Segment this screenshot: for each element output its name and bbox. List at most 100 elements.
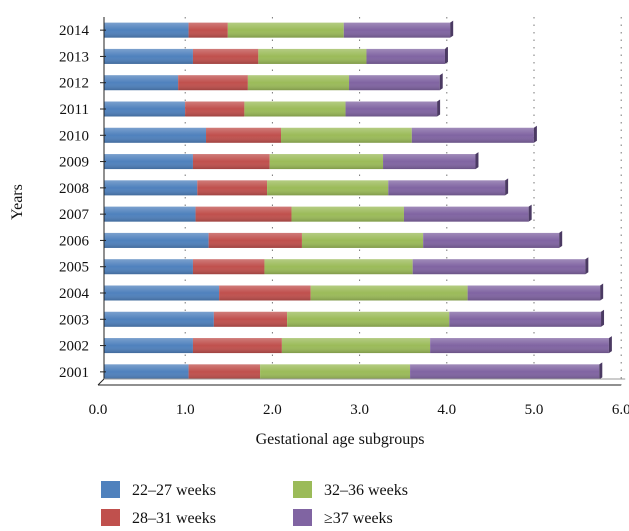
x-tick-label-6: 6.0: [612, 402, 629, 418]
bar-shade-2005-s2: [264, 259, 413, 275]
bar-shade-2005-s1: [192, 259, 265, 275]
bar-shade-2011-s1: [185, 101, 245, 117]
y-tick-label-2011: 2011: [60, 102, 89, 118]
bar-shade-2012-s1: [178, 75, 248, 91]
bar-shade-2006-s2: [301, 232, 424, 248]
bar-shade-2007-s3: [403, 206, 529, 222]
bar-shade-2009-s3: [383, 154, 476, 170]
x-tick-label-2: 2.0: [263, 402, 282, 418]
bar-end-2006: [559, 230, 563, 248]
bar-shade-2010-s3: [411, 127, 534, 143]
bar-shade-2013-s0: [104, 48, 193, 64]
y-tick-label-2012: 2012: [59, 76, 89, 92]
bar-shade-2003-s1: [213, 311, 288, 327]
bar-shade-2006-s1: [208, 232, 302, 248]
legend-label-1: 28–31 weeks: [132, 510, 216, 527]
bar-shade-2014-s1: [188, 22, 228, 38]
y-tick-label-2009: 2009: [59, 155, 89, 171]
bar-shade-2007-s2: [291, 206, 404, 222]
bar-shade-2011-s0: [104, 101, 186, 117]
bar-shade-2009-s1: [192, 154, 270, 170]
bar-shade-2007-s0: [104, 206, 196, 222]
bar-shade-2001-s0: [104, 364, 189, 380]
bar-end-2012: [439, 73, 443, 91]
bar-shade-2012-s3: [349, 75, 440, 91]
bar-shade-2010-s2: [281, 127, 412, 143]
x-tick-labels: 0.0 1.0 2.0 3.0 4.0 5.0 6.0: [89, 402, 629, 418]
bar-end-2014: [450, 20, 454, 38]
bar-shade-2010-s1: [206, 127, 282, 143]
y-tick-label-2004: 2004: [59, 286, 90, 302]
bar-shade-2003-s0: [104, 311, 214, 327]
bar-shade-2005-s3: [412, 259, 586, 275]
y-tick-label-2005: 2005: [59, 260, 89, 276]
y-tick-label-2007: 2007: [59, 207, 90, 223]
x-axis-title: Gestational age subgroups: [256, 431, 425, 448]
bar-shade-2011-s3: [345, 101, 438, 117]
bar-shade-2008-s3: [388, 180, 506, 196]
bar-end-2003: [601, 309, 605, 327]
bar-end-2013: [444, 46, 448, 64]
x-tick-label-3: 3.0: [350, 402, 369, 418]
y-tick-label-2008: 2008: [59, 181, 89, 197]
bar-shade-2001-s1: [188, 364, 261, 380]
bar-end-2008: [505, 178, 509, 196]
y-tick-labels: 2014 2013 2012 2011 2010 2009 2008 2007 2006 2005…: [59, 23, 106, 381]
bar-shade-2004-s3: [467, 285, 601, 301]
legend-label-2: 32–36 weeks: [324, 482, 408, 499]
y-tick-label-2001: 2001: [59, 365, 89, 381]
y-tick-label-2006: 2006: [59, 233, 90, 249]
bar-shade-2013-s1: [192, 48, 259, 64]
x-tick-label-5: 5.0: [525, 402, 544, 418]
bar-shade-2009-s2: [269, 154, 384, 170]
bar-shade-2001-s2: [260, 364, 411, 380]
x-tick-label-1: 1.0: [176, 402, 195, 418]
bar-shade-2008-s0: [104, 180, 198, 196]
bar-shade-2004-s0: [104, 285, 220, 301]
bar-end-2007: [528, 204, 532, 222]
y-tick-label-2013: 2013: [59, 49, 89, 65]
bar-shade-2007-s1: [195, 206, 292, 222]
legend-swatch-2: [293, 481, 312, 498]
bar-shade-2002-s2: [281, 338, 431, 354]
bar-shade-2009-s0: [104, 154, 193, 170]
legend-label-0: 22–27 weeks: [132, 482, 216, 499]
legend: 22–27 weeks 28–31 weeks 32–36 weeks ≥37 wee…: [101, 481, 408, 527]
bar-shade-2002-s0: [104, 338, 193, 354]
bar-shade-2002-s1: [192, 338, 282, 354]
bar-shade-2013-s3: [366, 48, 445, 64]
bar-shade-2008-s1: [197, 180, 268, 196]
bar-end-2010: [533, 125, 537, 143]
y-tick-label-2010: 2010: [59, 128, 89, 144]
bar-shade-2005-s0: [104, 259, 193, 275]
bar-shade-2012-s2: [247, 75, 350, 91]
legend-swatch-1: [101, 509, 120, 526]
bar-end-2005: [585, 257, 589, 275]
bar-shade-2014-s3: [343, 22, 451, 38]
bar-shade-2004-s2: [310, 285, 468, 301]
bar-shade-2008-s2: [267, 180, 389, 196]
y-tick-label-2002: 2002: [59, 339, 89, 355]
legend-label-3: ≥37 weeks: [324, 510, 393, 527]
y-axis-perspective-line: [97, 378, 105, 386]
legend-swatch-0: [101, 481, 120, 498]
bar-end-2004: [600, 283, 604, 301]
bar-end-2001: [599, 362, 603, 380]
bar-shade-2010-s0: [104, 127, 207, 143]
bar-shade-2011-s2: [244, 101, 346, 117]
x-tick-label-0: 0.0: [89, 402, 108, 418]
y-axis-title: Years: [9, 184, 26, 220]
bar-shade-2014-s2: [227, 22, 344, 38]
y-tick-label-2014: 2014: [59, 23, 90, 39]
vertical-gridlines: [184, 17, 622, 385]
bar-shade-2006-s3: [423, 232, 560, 248]
bars: [104, 20, 612, 380]
bar-end-2009: [475, 152, 479, 170]
bar-shade-2014-s0: [104, 22, 189, 38]
x-tick-label-4: 4.0: [437, 402, 456, 418]
axes: [97, 17, 626, 386]
legend-swatch-3: [293, 509, 312, 526]
bar-shade-2012-s0: [104, 75, 179, 91]
bar-shade-2003-s2: [287, 311, 450, 327]
